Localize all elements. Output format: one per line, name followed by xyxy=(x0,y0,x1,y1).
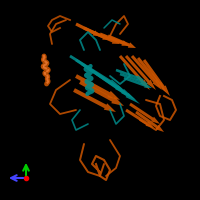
PathPatch shape xyxy=(120,73,148,84)
PathPatch shape xyxy=(83,27,110,40)
PathPatch shape xyxy=(125,55,156,90)
PathPatch shape xyxy=(131,55,162,90)
PathPatch shape xyxy=(81,63,136,100)
PathPatch shape xyxy=(69,55,124,90)
PathPatch shape xyxy=(119,55,150,90)
PathPatch shape xyxy=(124,77,152,88)
PathPatch shape xyxy=(75,23,100,36)
PathPatch shape xyxy=(143,59,170,96)
PathPatch shape xyxy=(137,57,166,92)
PathPatch shape xyxy=(91,31,120,44)
PathPatch shape xyxy=(99,33,130,46)
PathPatch shape xyxy=(79,80,124,106)
PathPatch shape xyxy=(75,59,130,96)
PathPatch shape xyxy=(107,35,136,48)
PathPatch shape xyxy=(75,74,120,100)
PathPatch shape xyxy=(87,67,140,104)
PathPatch shape xyxy=(129,103,160,124)
PathPatch shape xyxy=(73,88,116,112)
PathPatch shape xyxy=(116,69,144,80)
PathPatch shape xyxy=(125,109,154,128)
PathPatch shape xyxy=(135,111,164,132)
